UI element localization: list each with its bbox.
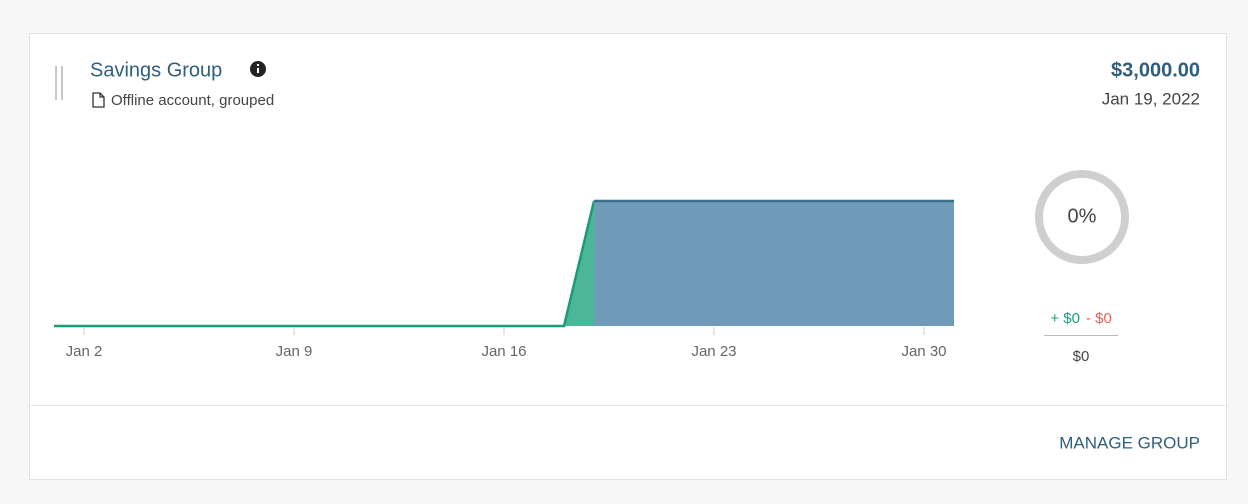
manage-group-button[interactable]: MANAGE GROUP bbox=[1059, 433, 1200, 452]
area-fill bbox=[594, 201, 954, 326]
subtitle: Offline account, grouped bbox=[111, 92, 274, 109]
drag-handle[interactable] bbox=[55, 66, 63, 100]
balance: $3,000.00 bbox=[1111, 59, 1200, 81]
x-tick-label: Jan 16 bbox=[481, 343, 526, 360]
donut-label: 0% bbox=[1068, 205, 1097, 227]
info-dot bbox=[257, 64, 259, 66]
area-line bbox=[54, 200, 596, 328]
x-tick-label: Jan 2 bbox=[66, 343, 103, 360]
x-tick-label: Jan 23 bbox=[691, 343, 736, 360]
chart: Jan 2 Jan 9 Jan 16 Jan 23 Jan 30 bbox=[54, 199, 954, 360]
info-mark bbox=[257, 68, 259, 73]
loss: - $0 bbox=[1086, 310, 1112, 327]
file-icon bbox=[92, 92, 105, 108]
x-tick-label: Jan 30 bbox=[901, 343, 946, 360]
handle-bar bbox=[61, 66, 63, 100]
date: Jan 19, 2022 bbox=[1102, 89, 1200, 108]
gain: + $0 bbox=[1050, 310, 1080, 327]
donut bbox=[1035, 170, 1129, 264]
info-icon[interactable] bbox=[250, 61, 266, 77]
title[interactable]: Savings Group bbox=[90, 59, 222, 81]
handle-bar bbox=[55, 66, 57, 100]
net: $0 bbox=[1073, 348, 1090, 365]
x-tick-label: Jan 9 bbox=[276, 343, 313, 360]
